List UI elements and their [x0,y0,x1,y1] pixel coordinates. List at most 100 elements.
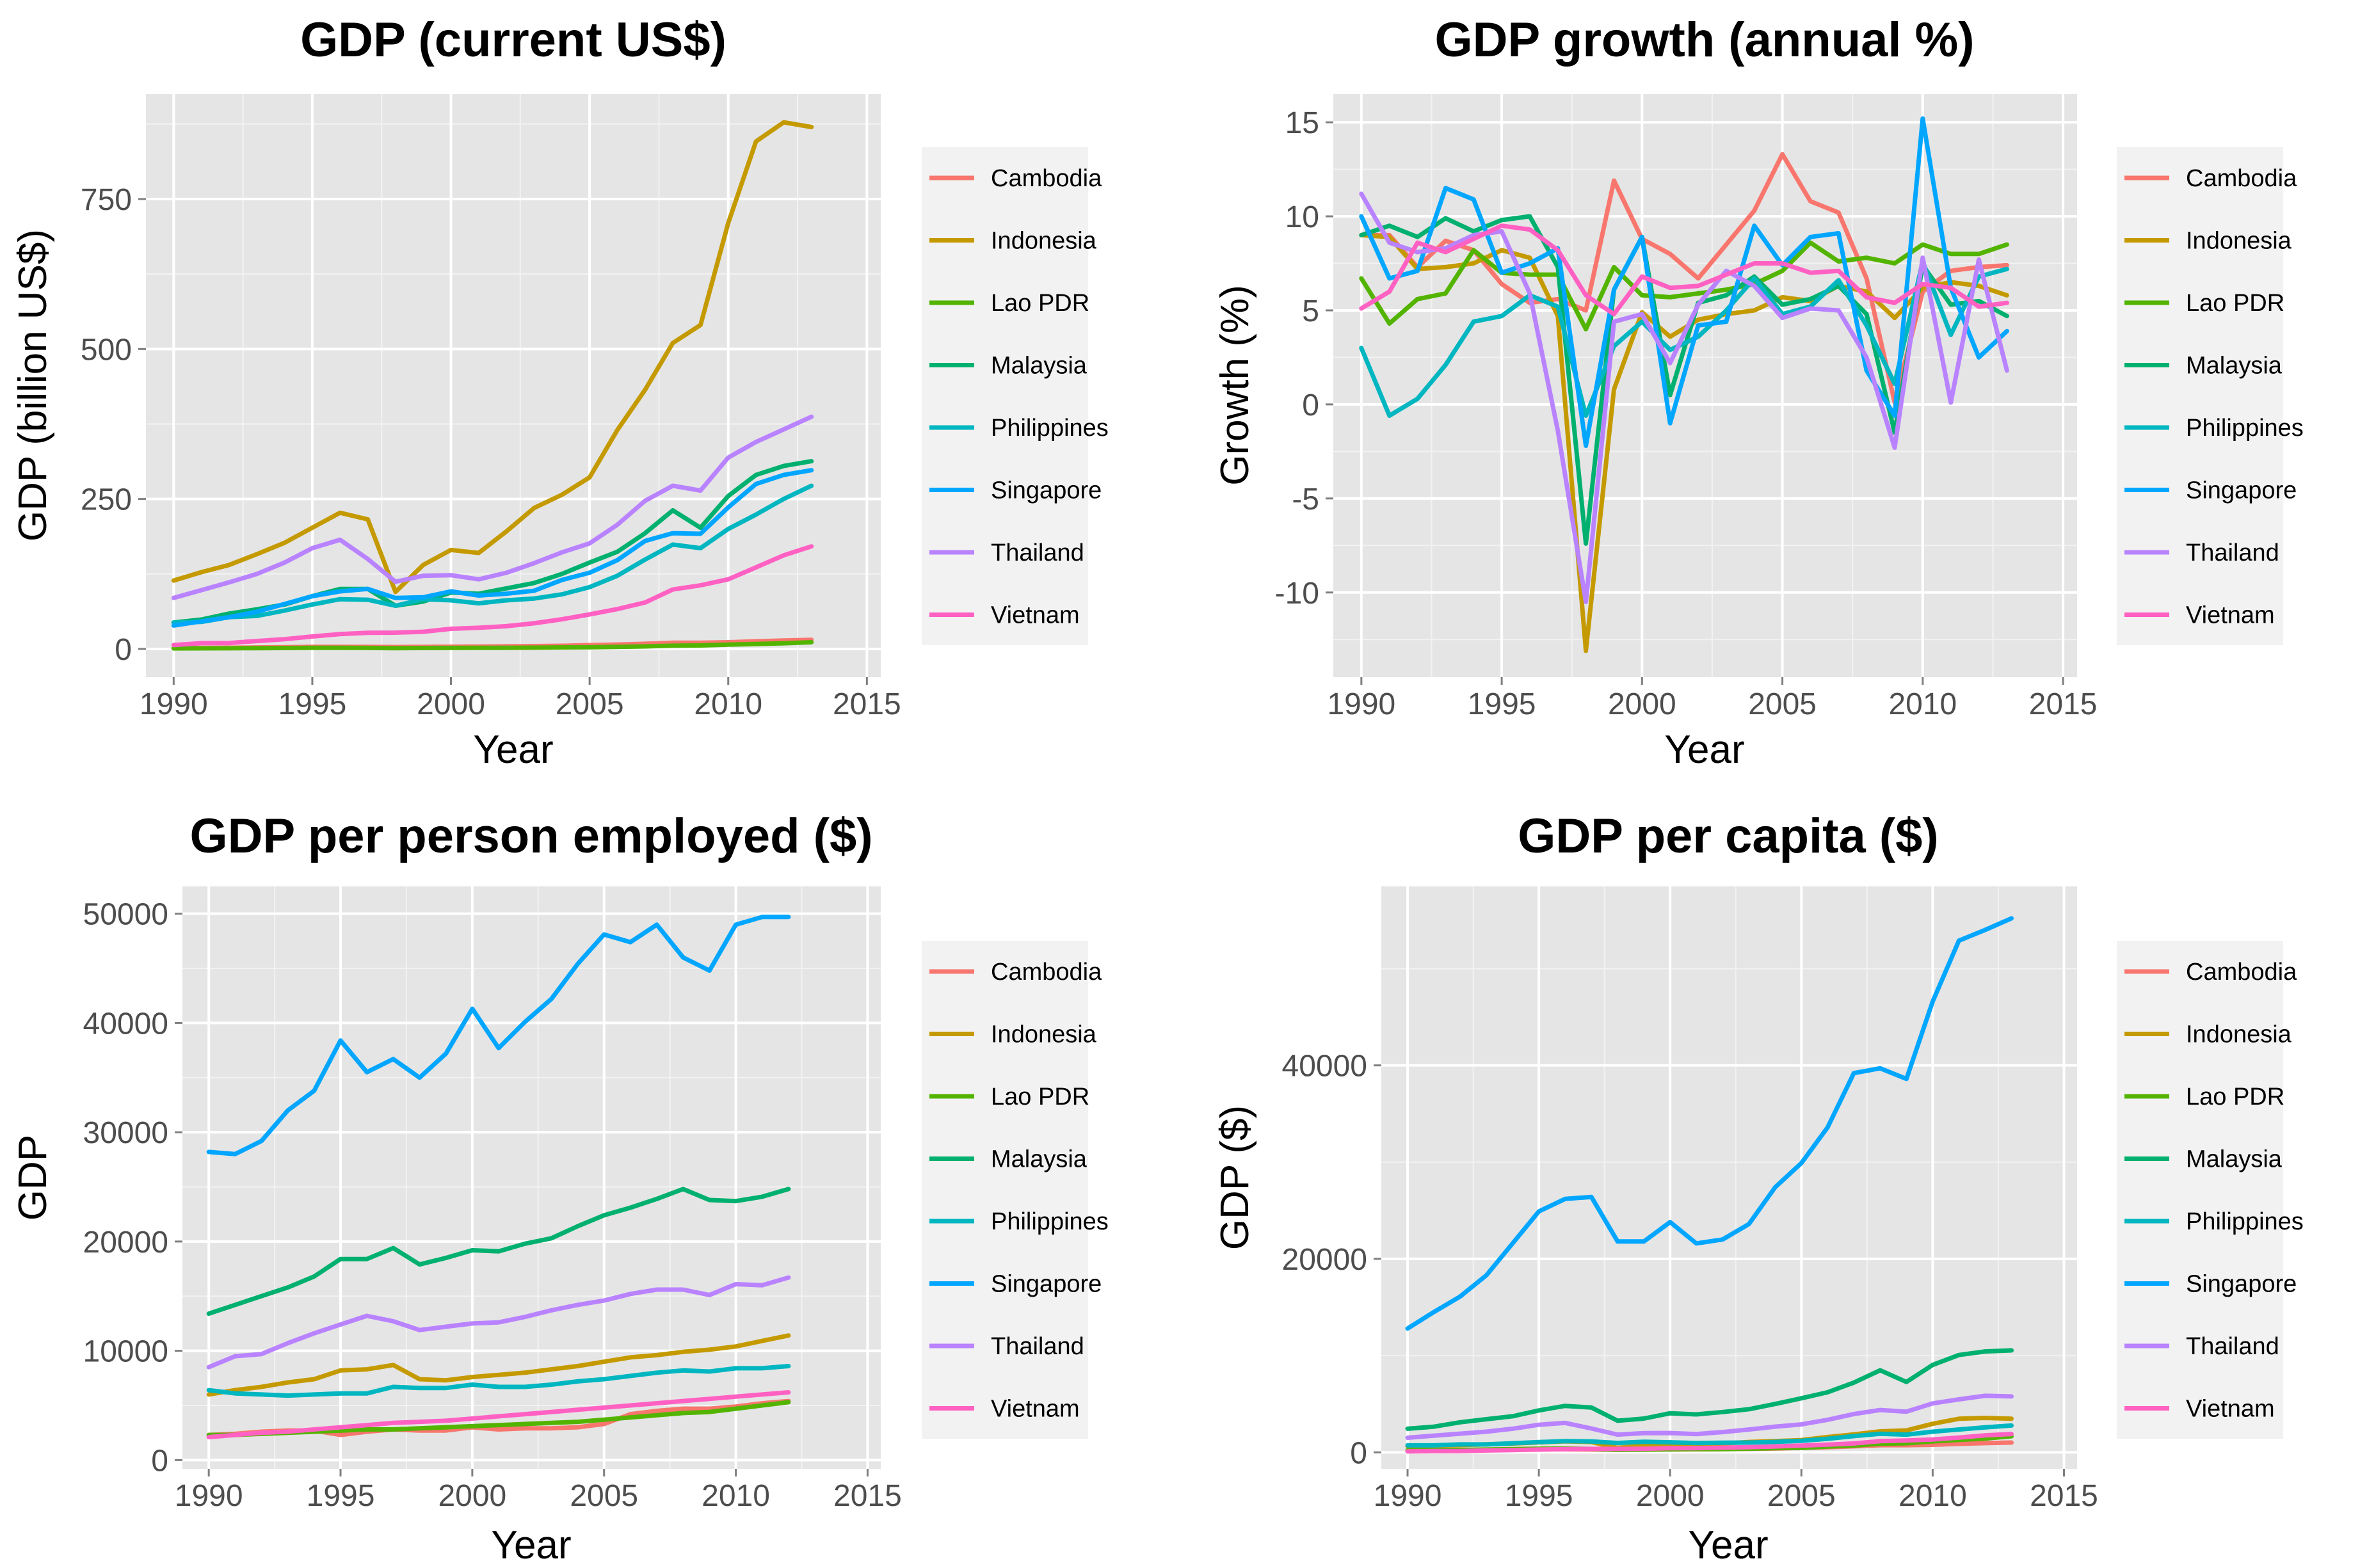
x-tick-label: 1990 [140,687,208,721]
y-tick-label: 40000 [83,1007,168,1041]
chart-2: 1990 1995 2000 2005 2010 2015 -10 -5 0 5 10 15 GDP g… [1213,13,2304,772]
legend-label: Indonesia [991,228,1097,255]
series-line-singapore [1405,916,2014,1331]
y-tick-label: -10 [1275,577,1319,611]
x-tick-label: 1995 [307,1479,375,1513]
series-line-indonesia [206,1333,791,1397]
x-axis-title: Year [1688,1523,1768,1567]
x-tick-label: 2010 [1888,687,1957,721]
series-line-malaysia [1405,1348,2014,1431]
legend-label: Lao PDR [991,290,1089,317]
x-tick-label: 2000 [417,687,485,721]
legend-label: Vietnam [991,1396,1080,1423]
legend-label: Malaysia [991,353,1088,380]
x-tick-label: 2010 [1898,1479,1967,1513]
legend: Cambodia Indonesia Lao PDR Malaysia Philippi… [2117,941,2304,1439]
legend-label: Cambodia [2186,959,2297,986]
series-line-singapore [206,915,791,1156]
y-tick-label: 20000 [1282,1243,1367,1277]
y-tick-label: 20000 [83,1226,168,1260]
series-line-singapore [171,468,814,628]
x-tick-label: 1995 [278,687,347,721]
y-axis-title: Growth (%) [1213,285,1257,485]
x-axis-title: Year [491,1523,571,1567]
chart-1: 1990 1995 2000 2005 2010 2015 0 250 500 750 GDP (c… [11,13,1109,772]
x-axis-title: Year [1664,728,1744,772]
legend-label: Thailand [991,1333,1084,1360]
chart-title: GDP per person employed ($) [189,809,872,863]
legend-label: Cambodia [2186,165,2297,192]
legend-label: Singapore [2186,1271,2297,1298]
legend-label: Vietnam [2186,602,2275,629]
chart-title: GDP (current US$) [300,13,726,67]
legend-label: Thailand [2186,540,2279,566]
series-line-lao-pdr [171,640,814,651]
x-tick-label: 2005 [570,1479,638,1513]
x-tick-label: 2005 [1748,687,1817,721]
series-line-vietnam [171,544,814,648]
x-tick-label: 2010 [702,1479,770,1513]
y-tick-label: 50000 [83,898,168,932]
series-line-philippines [1405,1423,2014,1448]
series-line-indonesia [171,120,814,595]
y-tick-label: 750 [81,183,132,217]
legend-label: Singapore [991,477,1102,504]
chart-3: 1990 1995 2000 2005 2010 2015 0 10000 20000 30000… [11,809,1109,1567]
y-tick-label: 0 [1302,388,1319,422]
legend: Cambodia Indonesia Lao PDR Malaysia Philippi… [922,941,1109,1439]
y-axis-title: GDP [11,1135,55,1220]
x-tick-label: 2000 [1608,687,1676,721]
legend-label: Cambodia [991,165,1102,192]
y-tick-label: 500 [81,333,132,367]
x-tick-label: 2015 [2029,687,2098,721]
y-tick-label: 0 [115,633,132,667]
x-tick-label: 1995 [1468,687,1536,721]
legend-label: Malaysia [2186,1146,2283,1173]
series-line-thailand [206,1275,791,1370]
legend-label: Indonesia [2186,228,2292,255]
legend-label: Philippines [2186,1208,2304,1235]
series-line-vietnam [1359,223,2009,317]
legend-label: Vietnam [991,602,1080,629]
legend-label: Singapore [991,1271,1102,1298]
y-tick-label: 10000 [83,1335,168,1369]
x-tick-label: 2005 [556,687,624,721]
chart-title: GDP growth (annual %) [1434,13,1974,67]
series-line-malaysia [206,1187,791,1316]
y-axis-title: GDP ($) [1213,1105,1257,1250]
legend-label: Indonesia [991,1021,1097,1048]
x-tick-label: 2000 [1636,1479,1705,1513]
legend-label: Thailand [2186,1333,2279,1360]
legend-label: Cambodia [991,959,1102,986]
legend-label: Lao PDR [2186,1084,2284,1110]
series-line-singapore [1359,116,2009,448]
legend-label: Philippines [991,415,1109,442]
series-line-vietnam [206,1390,791,1439]
y-tick-label: 5 [1302,294,1319,328]
y-tick-label: -5 [1292,483,1319,516]
x-tick-label: 2015 [833,687,901,721]
legend-label: Singapore [2186,477,2297,504]
series-line-thailand [171,414,814,600]
chart-title: GDP per capita ($) [1518,809,1938,863]
x-tick-label: 2000 [438,1479,506,1513]
y-tick-label: 40000 [1282,1050,1367,1084]
legend-label: Malaysia [2186,353,2283,380]
plot-panel [1333,94,2077,677]
legend-label: Malaysia [991,1146,1088,1173]
series-line-indonesia [1359,232,2009,653]
series-line-philippines [171,483,814,625]
series-line-vietnam [1405,1432,2014,1454]
series-line-lao-pdr [1359,240,2009,332]
series-line-thailand [1359,191,2009,604]
x-tick-label: 2010 [694,687,762,721]
y-tick-label: 30000 [83,1116,168,1150]
y-tick-label: 10 [1285,200,1319,234]
x-tick-label: 1990 [1374,1479,1442,1513]
x-tick-label: 2015 [833,1479,902,1513]
series-line-philippines [206,1364,791,1398]
legend-label: Vietnam [2186,1396,2275,1423]
plot-panel [1381,886,2077,1469]
y-tick-label: 250 [81,483,132,517]
